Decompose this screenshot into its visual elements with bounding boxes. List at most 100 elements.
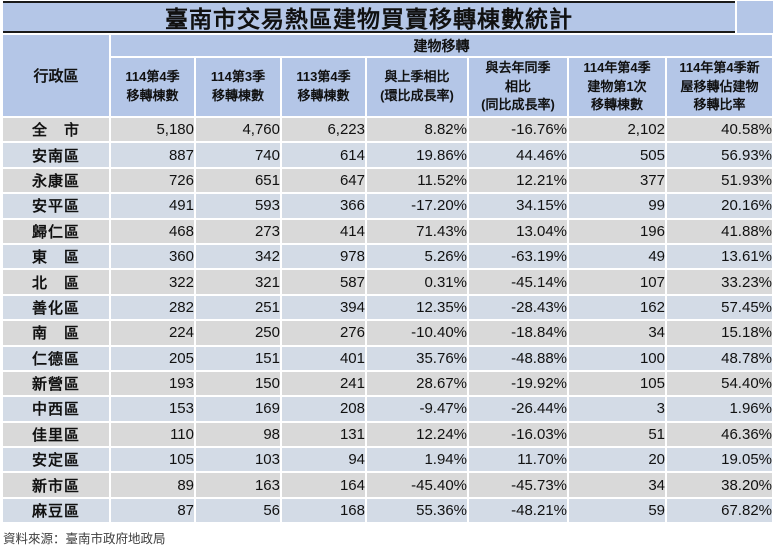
district-cell: 安平區: [3, 194, 109, 218]
table-row: 新營區 193 150 241 28.67% -19.92% 105 54.40%: [3, 371, 772, 396]
district-cell: 中西區: [3, 397, 109, 421]
value-cell: -45.73%: [469, 473, 567, 497]
value-cell: 12.21%: [469, 168, 567, 193]
value-cell: 38.20%: [667, 473, 772, 497]
value-cell: 164: [282, 473, 365, 497]
district-cell: 新市區: [3, 473, 109, 497]
value-cell: 153: [111, 397, 194, 421]
value-cell: 726: [111, 168, 194, 193]
value-cell: 593: [196, 194, 280, 218]
value-cell: 468: [111, 219, 194, 243]
value-cell: 59: [569, 498, 665, 523]
value-cell: 89: [111, 473, 194, 497]
value-cell: 251: [196, 295, 280, 320]
value-cell: 401: [282, 346, 365, 370]
col-header-113q4: 113第4季 移轉棟數: [282, 58, 365, 116]
value-cell: 51: [569, 422, 665, 447]
value-cell: 51.93%: [667, 168, 772, 193]
district-cell: 南 區: [3, 321, 109, 345]
value-cell: 321: [196, 270, 280, 294]
district-cell: 麻豆區: [3, 498, 109, 523]
value-cell: 647: [282, 168, 365, 193]
value-cell: 100: [569, 346, 665, 370]
table-row: 安平區 491 593 366 -17.20% 34.15% 99 20.16%: [3, 194, 772, 218]
value-cell: 57.45%: [667, 295, 772, 320]
value-cell: 48.78%: [667, 346, 772, 370]
col-header-newhouse-ratio: 114年第4季新 屋移轉佔建物 移轉比率: [667, 58, 772, 116]
value-cell: 105: [569, 371, 665, 396]
value-cell: 54.40%: [667, 371, 772, 396]
value-cell: 377: [569, 168, 665, 193]
value-cell: -19.92%: [469, 371, 567, 396]
value-cell: 193: [111, 371, 194, 396]
value-cell: 34.15%: [469, 194, 567, 218]
value-cell: 19.05%: [667, 448, 772, 472]
table-row: 安南區 887 740 614 19.86% 44.46% 505 56.93%: [3, 143, 772, 167]
value-cell: 651: [196, 168, 280, 193]
group-header-building-transfer: 建物移轉: [111, 35, 772, 56]
value-cell: 162: [569, 295, 665, 320]
value-cell: 1.94%: [367, 448, 467, 472]
value-cell: 19.86%: [367, 143, 467, 167]
value-cell: -45.40%: [367, 473, 467, 497]
transfer-statistics-table: 行政區 建物移轉 114第4季 移轉棟數 114第3季 移轉棟數 113第4季 …: [1, 33, 774, 524]
value-cell: -63.19%: [469, 244, 567, 269]
value-cell: 56.93%: [667, 143, 772, 167]
value-cell: 35.76%: [367, 346, 467, 370]
value-cell: 740: [196, 143, 280, 167]
district-cell: 善化區: [3, 295, 109, 320]
value-cell: 131: [282, 422, 365, 447]
table-row: 新市區 89 163 164 -45.40% -45.73% 34 38.20%: [3, 473, 772, 497]
value-cell: 276: [282, 321, 365, 345]
table-row: 全 市 5,180 4,760 6,223 8.82% -16.76% 2,102 40.58…: [3, 118, 772, 142]
col-header-qoq: 與上季相比 (環比成長率): [367, 58, 467, 116]
district-cell: 佳里區: [3, 422, 109, 447]
table-row: 仁德區 205 151 401 35.76% -48.88% 100 48.78%: [3, 346, 772, 370]
value-cell: 98: [196, 422, 280, 447]
value-cell: -17.20%: [367, 194, 467, 218]
value-cell: -16.03%: [469, 422, 567, 447]
value-cell: 169: [196, 397, 280, 421]
value-cell: 0.31%: [367, 270, 467, 294]
table-body: 全 市 5,180 4,760 6,223 8.82% -16.76% 2,102 40.58…: [3, 118, 772, 523]
district-cell: 仁德區: [3, 346, 109, 370]
value-cell: 33.23%: [667, 270, 772, 294]
value-cell: 2,102: [569, 118, 665, 142]
table-row: 善化區 282 251 394 12.35% -28.43% 162 57.45%: [3, 295, 772, 320]
page-title: 臺南市交易熱區建物買賣移轉棟數統計: [3, 1, 735, 33]
page-title-bar: 臺南市交易熱區建物買賣移轉棟數統計: [3, 1, 773, 33]
district-cell: 安定區: [3, 448, 109, 472]
value-cell: 978: [282, 244, 365, 269]
value-cell: -48.88%: [469, 346, 567, 370]
value-cell: 342: [196, 244, 280, 269]
source-note: 資料來源：臺南市政府地政局: [3, 532, 166, 547]
table-row: 東 區 360 342 978 5.26% -63.19% 49 13.61%: [3, 244, 772, 269]
value-cell: 67.82%: [667, 498, 772, 523]
value-cell: 4,760: [196, 118, 280, 142]
value-cell: -48.21%: [469, 498, 567, 523]
value-cell: 587: [282, 270, 365, 294]
value-cell: -45.14%: [469, 270, 567, 294]
table-row: 北 區 322 321 587 0.31% -45.14% 107 33.23%: [3, 270, 772, 294]
value-cell: 44.46%: [469, 143, 567, 167]
value-cell: 28.67%: [367, 371, 467, 396]
value-cell: 11.52%: [367, 168, 467, 193]
value-cell: 151: [196, 346, 280, 370]
value-cell: 196: [569, 219, 665, 243]
district-cell: 新營區: [3, 371, 109, 396]
value-cell: 205: [111, 346, 194, 370]
district-cell: 安南區: [3, 143, 109, 167]
value-cell: 208: [282, 397, 365, 421]
district-cell: 全 市: [3, 118, 109, 142]
value-cell: 224: [111, 321, 194, 345]
value-cell: 322: [111, 270, 194, 294]
value-cell: 394: [282, 295, 365, 320]
table-row: 佳里區 110 98 131 12.24% -16.03% 51 46.36%: [3, 422, 772, 447]
row-header-district: 行政區: [3, 35, 109, 116]
value-cell: 13.61%: [667, 244, 772, 269]
value-cell: 273: [196, 219, 280, 243]
value-cell: 250: [196, 321, 280, 345]
value-cell: 34: [569, 473, 665, 497]
value-cell: 241: [282, 371, 365, 396]
